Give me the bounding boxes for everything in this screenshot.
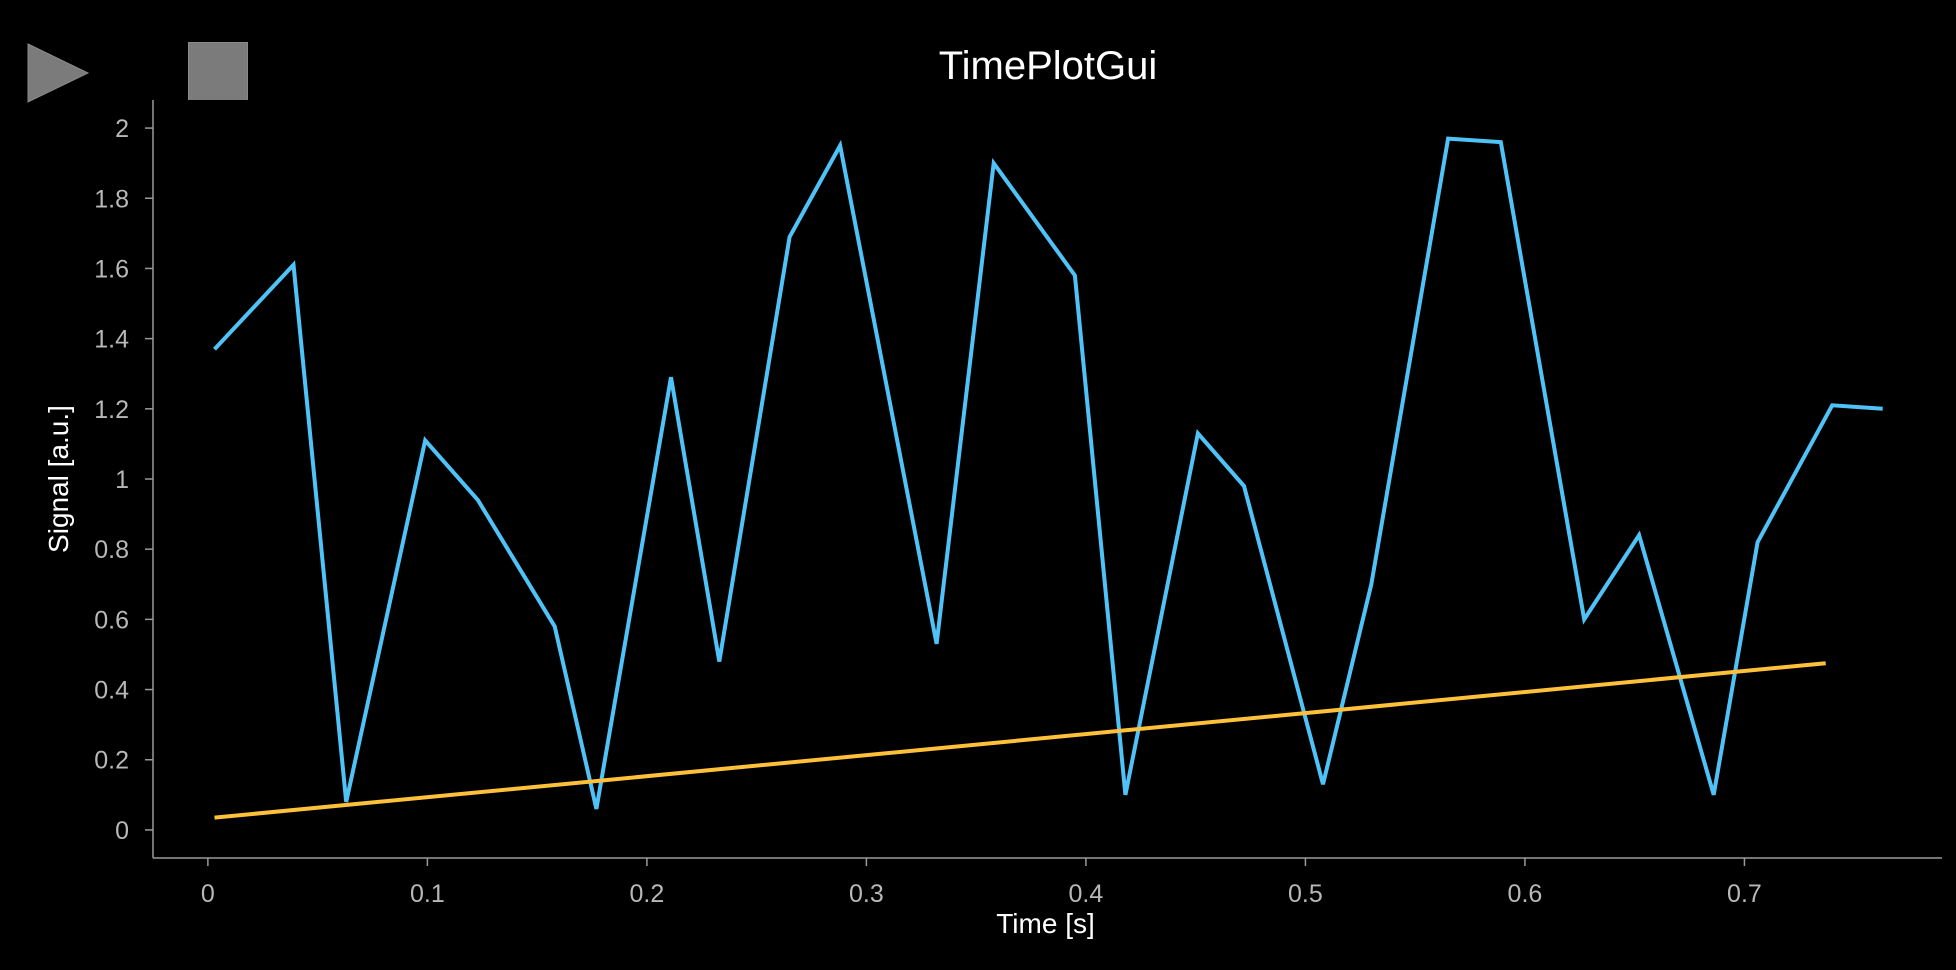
- y-tick-label: 1.2: [94, 396, 129, 424]
- tick-labels: 0 0.2 0.4 0.6 0.8 1 1.2 1.4 1.6 1.8 2 0 0.1 0.2 0.3 0.4…: [94, 115, 1762, 908]
- y-tick-label: 2: [115, 115, 129, 143]
- y-tick-label: 0.2: [94, 747, 129, 775]
- play-triangle-icon: [27, 43, 90, 103]
- y-tick-label: 0.4: [94, 677, 129, 705]
- plot-area: [153, 100, 1942, 858]
- y-tick-label: 1.8: [94, 185, 129, 213]
- series-line-2: [214, 661, 1826, 820]
- play-button[interactable]: [26, 42, 90, 104]
- x-tick-label: 0.5: [1288, 880, 1323, 908]
- x-tick-label: 0.4: [1069, 880, 1104, 908]
- x-axis-label: Time [s]: [996, 908, 1095, 939]
- y-tick-label: 0.8: [94, 536, 129, 564]
- x-tick-label: 0.7: [1727, 880, 1762, 908]
- y-tick-label: 0: [115, 817, 129, 845]
- series-line-1: [213, 136, 1883, 810]
- x-tick-label: 0.3: [849, 880, 884, 908]
- x-tick-label: 0: [201, 880, 215, 908]
- axes: [145, 100, 1942, 866]
- y-axis-label: Signal [a.u.]: [43, 405, 74, 553]
- x-tick-label: 0.1: [410, 880, 445, 908]
- stop-button[interactable]: [188, 42, 248, 102]
- y-tick-label: 1: [115, 466, 129, 494]
- x-tick-label: 0.6: [1508, 880, 1543, 908]
- y-tick-label: 0.6: [94, 606, 129, 634]
- data-series: [213, 136, 1883, 820]
- y-tick-label: 1.4: [94, 326, 129, 354]
- chart-title: TimePlotGui: [938, 44, 1158, 88]
- x-tick-label: 0.2: [630, 880, 665, 908]
- y-tick-label: 1.6: [94, 255, 129, 283]
